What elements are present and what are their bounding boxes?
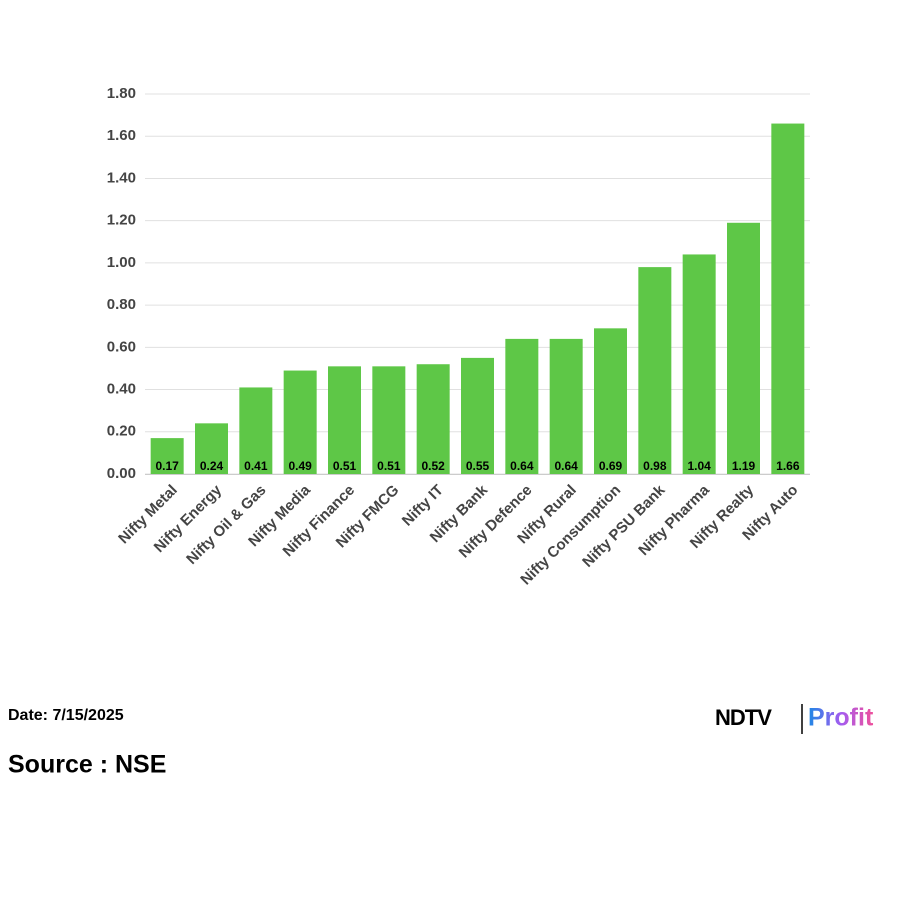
- bar: [239, 387, 273, 474]
- value-label: 0.41: [244, 459, 268, 473]
- y-tick-label: 0.20: [107, 423, 136, 440]
- bar: [549, 338, 583, 474]
- y-tick-label: 1.40: [107, 169, 136, 186]
- value-label: 0.64: [510, 459, 534, 473]
- y-tick-label: 1.00: [107, 254, 136, 271]
- value-label: 0.52: [421, 459, 445, 473]
- value-label: 0.51: [333, 459, 357, 473]
- value-label: 1.66: [776, 459, 800, 473]
- bar: [372, 366, 406, 474]
- bar: [638, 267, 672, 474]
- logo-brand: NDTV: [715, 705, 772, 730]
- value-label: 0.64: [554, 459, 578, 473]
- bar: [682, 254, 716, 474]
- y-tick-label: 0.60: [107, 338, 136, 355]
- logo-product: Profit: [808, 704, 874, 732]
- bar: [150, 438, 184, 474]
- bar: [461, 357, 494, 474]
- y-tick-label: 1.80: [107, 85, 136, 102]
- value-label: 0.17: [155, 459, 179, 473]
- bar: [594, 328, 627, 474]
- bar: [416, 364, 450, 474]
- bar: [771, 123, 805, 475]
- value-label: 1.04: [687, 459, 711, 473]
- value-label: 0.51: [377, 459, 401, 473]
- y-tick-label: 1.20: [107, 212, 136, 229]
- y-tick-label: 0.00: [107, 465, 136, 482]
- bar: [727, 222, 760, 474]
- x-tick-label: Nifty Oil & Gas: [183, 482, 269, 568]
- bar: [505, 338, 539, 474]
- bars: [150, 123, 805, 475]
- source: Source : NSE: [8, 751, 166, 779]
- value-label: 0.98: [643, 459, 667, 473]
- value-label: 0.69: [599, 459, 623, 473]
- bar: [283, 370, 317, 474]
- y-tick-label: 0.40: [107, 381, 136, 398]
- bar: [328, 366, 361, 474]
- value-label: 0.24: [200, 459, 224, 473]
- value-label: 0.55: [466, 459, 490, 473]
- value-label: 0.49: [288, 459, 312, 473]
- date: Date: 7/15/2025: [8, 707, 124, 724]
- y-tick-label: 0.80: [107, 296, 136, 313]
- y-tick-label: 1.60: [107, 127, 136, 144]
- bar: [195, 423, 228, 474]
- value-label: 1.19: [732, 459, 756, 473]
